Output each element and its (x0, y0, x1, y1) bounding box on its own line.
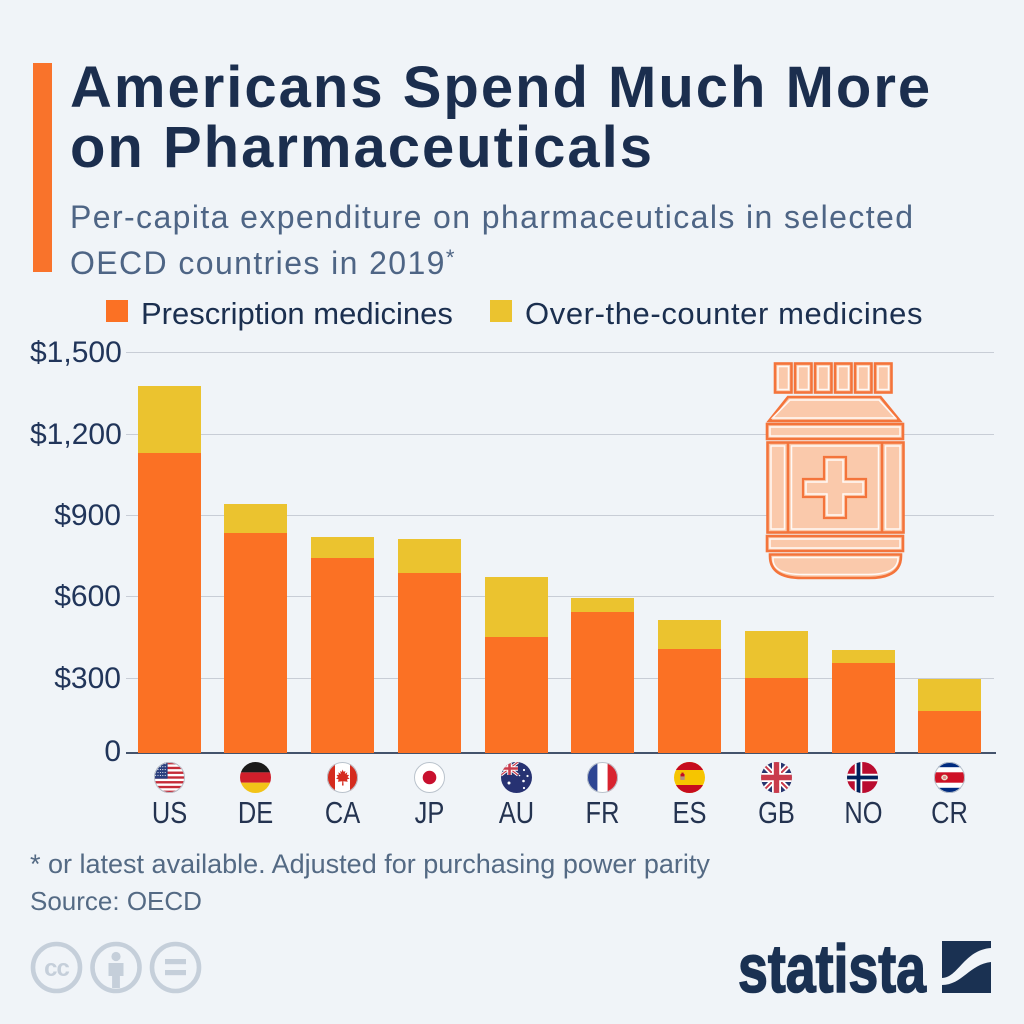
svg-text:cc: cc (44, 955, 69, 982)
svg-text:statista: statista (738, 938, 927, 996)
